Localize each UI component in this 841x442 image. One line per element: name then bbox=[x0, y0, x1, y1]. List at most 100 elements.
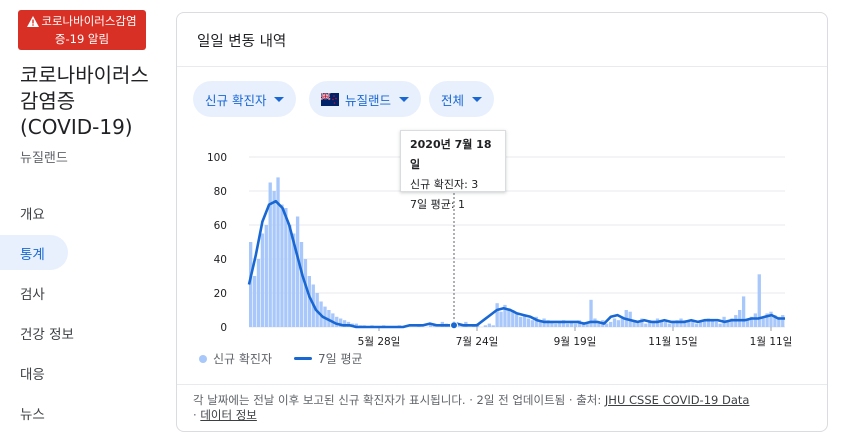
bar bbox=[585, 323, 589, 327]
x-tick-label: 1월 11일 bbox=[750, 335, 793, 348]
bar bbox=[605, 323, 609, 327]
bar bbox=[331, 313, 335, 327]
bar bbox=[288, 225, 292, 327]
legend-bar-swatch bbox=[199, 354, 207, 363]
nav-item-statistics[interactable]: 통계 bbox=[0, 235, 68, 270]
bar bbox=[499, 311, 503, 327]
nav-item-news[interactable]: 뉴스 bbox=[20, 406, 45, 423]
bar bbox=[651, 321, 656, 327]
nav-item-health-info[interactable]: 건강 정보 bbox=[20, 326, 74, 343]
bar bbox=[691, 320, 695, 327]
y-tick-label: 100 bbox=[207, 152, 227, 164]
bar bbox=[565, 323, 570, 327]
daily-changes-card: 일일 변동 내역 신규 확진자 뉴질랜드 전체 0 bbox=[176, 12, 828, 432]
y-tick-label: 0 bbox=[220, 322, 227, 334]
data-info-link[interactable]: 데이터 정보 bbox=[200, 408, 257, 422]
nav-item-overview[interactable]: 개요 bbox=[20, 206, 45, 223]
card-footer: 각 날짜에는 전날 이후 보고된 신규 확진자가 표시됩니다. · 2일 전 업… bbox=[193, 393, 813, 423]
bar bbox=[530, 320, 535, 327]
bar bbox=[249, 242, 253, 327]
bar bbox=[726, 320, 730, 327]
bar bbox=[769, 311, 773, 327]
bar bbox=[663, 321, 668, 327]
warning-icon bbox=[27, 15, 40, 31]
bar bbox=[765, 313, 769, 327]
bar bbox=[589, 299, 593, 327]
bar bbox=[335, 316, 339, 327]
nav-item-response[interactable]: 대응 bbox=[20, 366, 45, 383]
bar bbox=[636, 321, 640, 327]
hover-point bbox=[450, 321, 458, 330]
chevron-down-icon bbox=[472, 96, 483, 102]
bar bbox=[342, 320, 347, 327]
x-tick-label: 5월 28일 bbox=[358, 335, 401, 348]
bar bbox=[518, 316, 523, 327]
bar bbox=[507, 308, 511, 327]
range-dropdown-label: 전체 bbox=[441, 92, 465, 108]
bar bbox=[526, 318, 531, 327]
bar bbox=[640, 318, 644, 327]
y-tick-label: 60 bbox=[214, 220, 227, 232]
bar bbox=[260, 233, 265, 327]
bar bbox=[773, 315, 777, 327]
bar bbox=[757, 274, 761, 327]
bar bbox=[487, 323, 491, 327]
bar bbox=[644, 323, 648, 327]
bar bbox=[495, 303, 499, 327]
bar bbox=[745, 320, 750, 327]
bar bbox=[730, 318, 734, 327]
bar bbox=[276, 177, 280, 327]
bar bbox=[648, 320, 652, 327]
bar bbox=[550, 321, 554, 327]
metric-dropdown-label: 신규 확진자 bbox=[205, 92, 267, 108]
bar bbox=[299, 242, 304, 327]
bar bbox=[608, 321, 613, 327]
bar bbox=[741, 296, 746, 327]
bar bbox=[515, 313, 519, 327]
bar bbox=[616, 320, 621, 327]
bar bbox=[264, 225, 268, 327]
bar bbox=[695, 323, 699, 327]
x-tick-label: 7월 24일 bbox=[456, 335, 499, 348]
bar bbox=[753, 313, 758, 327]
bar bbox=[354, 323, 358, 327]
footer-note: 각 날짜에는 전날 이후 보고된 신규 확진자가 표시됩니다. · 2일 전 업… bbox=[193, 393, 602, 407]
side-nav: 개요 통계 검사 건강 정보 대응 뉴스 bbox=[0, 195, 170, 435]
range-dropdown[interactable]: 전체 bbox=[429, 81, 495, 117]
bar bbox=[659, 320, 664, 327]
bar bbox=[303, 259, 308, 327]
chevron-down-icon bbox=[274, 96, 285, 102]
bar bbox=[718, 323, 722, 327]
bar bbox=[252, 276, 257, 327]
nav-item-testing[interactable]: 검사 bbox=[20, 286, 45, 303]
y-tick-label: 20 bbox=[214, 288, 227, 300]
bar bbox=[284, 208, 288, 327]
y-tick-label: 80 bbox=[214, 186, 227, 198]
bar bbox=[777, 316, 781, 327]
legend-line-swatch bbox=[294, 357, 313, 360]
daily-cases-chart[interactable]: 0 20 40 60 80 100 5월 28일 7월 24일 9월 19일 11월 15일 1월 … bbox=[177, 123, 828, 353]
bar bbox=[546, 320, 550, 327]
chart-tooltip: 2020년 7월 18일 신규 확진자: 3 7일 평균: 1 bbox=[400, 130, 506, 211]
metric-dropdown[interactable]: 신규 확진자 bbox=[193, 81, 297, 117]
bar bbox=[511, 310, 515, 327]
legend-line-label: 7일 평균 bbox=[318, 352, 363, 366]
legend-bars-label: 신규 확진자 bbox=[213, 352, 273, 366]
bar bbox=[256, 259, 261, 327]
bar bbox=[675, 320, 679, 327]
y-tick-label: 40 bbox=[214, 254, 227, 266]
bar bbox=[456, 323, 460, 327]
bar bbox=[706, 318, 711, 327]
bar bbox=[761, 316, 765, 327]
topic-title: 코로나바이러스 감염증 (COVID-19) bbox=[20, 63, 149, 139]
location-dropdown[interactable]: 뉴질랜드 bbox=[309, 81, 422, 117]
footer-separator: · bbox=[193, 408, 197, 422]
bar bbox=[280, 204, 284, 327]
x-tick-label: 9월 19일 bbox=[554, 335, 597, 348]
bar bbox=[781, 315, 785, 327]
source-link[interactable]: JHU CSSE COVID-19 Data bbox=[604, 393, 750, 407]
bar bbox=[749, 316, 754, 327]
bar bbox=[558, 321, 562, 327]
bar bbox=[738, 310, 742, 327]
covid-alert-badge[interactable]: 코로나바이러스감염증-19 알림 bbox=[18, 10, 146, 50]
